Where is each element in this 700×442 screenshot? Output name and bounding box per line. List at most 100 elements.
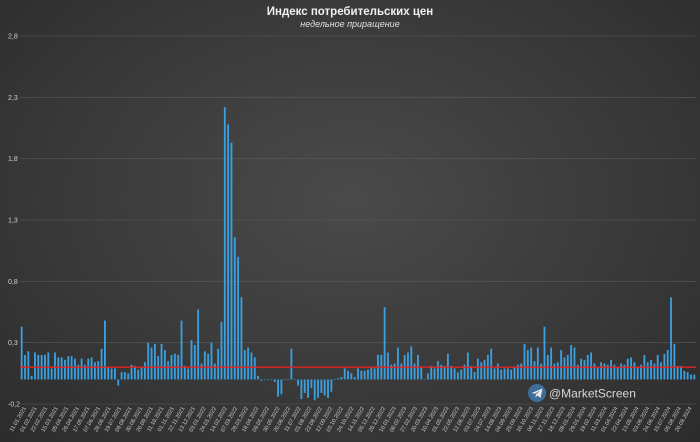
bar — [47, 352, 50, 380]
bar — [220, 321, 223, 380]
bar — [123, 372, 126, 380]
bar — [303, 379, 306, 393]
bar — [193, 345, 196, 380]
bar — [267, 379, 270, 381]
bar — [593, 363, 596, 380]
bar — [523, 343, 526, 380]
bar — [263, 379, 266, 381]
bar — [363, 370, 366, 380]
bar — [357, 368, 359, 380]
bar — [407, 352, 409, 380]
bar — [370, 367, 373, 380]
bar — [686, 372, 689, 380]
y-tick-label: 1,8 — [8, 156, 18, 163]
bar — [583, 359, 586, 380]
bar — [433, 368, 436, 380]
y-tick-label: 0,8 — [8, 279, 18, 286]
bar — [690, 374, 692, 380]
bar — [603, 363, 606, 380]
bar — [64, 359, 66, 380]
y-tick-label: 0,3 — [8, 340, 18, 347]
bar — [137, 369, 140, 380]
bar — [503, 368, 506, 380]
bar — [466, 352, 469, 380]
bar — [217, 348, 220, 380]
bar — [167, 361, 170, 380]
bar — [153, 343, 156, 380]
bar — [313, 379, 316, 401]
x-axis-tick-labels: 11.01.202101.02.202122.02.202115.03.2021… — [9, 406, 693, 433]
bar — [360, 370, 363, 380]
bar — [413, 363, 416, 380]
bar — [200, 363, 203, 380]
bar — [233, 237, 236, 380]
bar — [513, 367, 516, 380]
bar — [347, 370, 349, 380]
bar — [30, 375, 33, 380]
bar — [373, 368, 376, 380]
bar — [646, 362, 649, 380]
bar — [323, 379, 326, 396]
bar — [113, 368, 116, 380]
bar — [556, 362, 559, 380]
bar — [676, 365, 679, 380]
bar — [473, 372, 476, 380]
bar — [693, 374, 696, 380]
bar — [237, 256, 240, 380]
bar — [54, 352, 56, 380]
y-tick-label: 1,3 — [8, 218, 18, 225]
bar — [243, 350, 246, 380]
bar — [320, 379, 323, 393]
bar — [443, 365, 446, 380]
bar — [450, 365, 453, 380]
bar — [493, 368, 496, 380]
bar — [287, 379, 289, 381]
bar — [516, 364, 519, 380]
bar — [277, 379, 279, 397]
bar — [563, 357, 566, 380]
bar — [353, 377, 356, 380]
bar — [640, 364, 642, 380]
watermark: @MarketScreen — [528, 384, 636, 402]
bar — [327, 379, 329, 398]
bar — [34, 352, 36, 380]
bar — [553, 363, 556, 380]
bar — [633, 362, 636, 380]
bar — [673, 343, 676, 380]
bar — [317, 379, 319, 398]
bar — [190, 340, 193, 380]
bar — [280, 379, 283, 395]
bar — [120, 372, 123, 380]
bar — [437, 361, 439, 380]
bar — [183, 365, 186, 380]
bar — [180, 320, 183, 380]
bar — [100, 348, 103, 380]
bar — [300, 379, 303, 400]
y-tick-label: 2,8 — [8, 34, 18, 41]
bar — [397, 347, 399, 380]
bar — [483, 359, 486, 380]
bar — [94, 362, 96, 380]
bar — [330, 379, 333, 392]
bar — [440, 364, 443, 380]
bar — [27, 351, 30, 380]
bar — [87, 358, 90, 380]
bar — [530, 347, 533, 380]
bar — [666, 350, 669, 380]
bar — [240, 297, 243, 380]
bar — [636, 367, 639, 380]
chart-title: Индекс потребительских цен — [267, 6, 434, 18]
bar — [606, 364, 609, 380]
bar — [476, 358, 479, 380]
y-axis-tick-labels: 2,8 2,3 1,8 1,3 0,8 0,3 -0,2 — [8, 34, 20, 409]
bar — [213, 363, 216, 380]
bar — [596, 367, 599, 380]
bar — [600, 362, 603, 380]
bar — [410, 346, 413, 380]
bar — [340, 377, 343, 380]
bar — [50, 368, 53, 380]
bar — [117, 379, 120, 386]
bar — [383, 307, 386, 380]
bar — [247, 347, 250, 380]
bar — [84, 364, 86, 380]
